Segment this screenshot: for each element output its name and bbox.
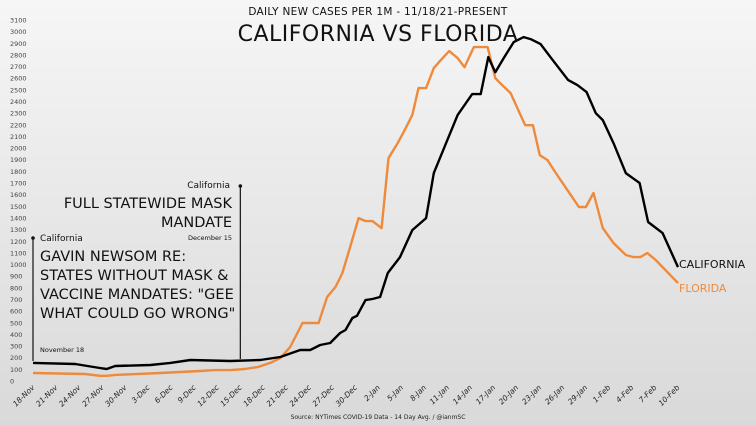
y-tick-label: 2800 xyxy=(10,51,27,59)
y-tick-label: 2700 xyxy=(10,63,27,71)
x-tick-label: 18-Dec xyxy=(241,382,267,408)
x-tick-label: 4-Feb xyxy=(614,383,636,405)
y-tick-label: 700 xyxy=(10,296,22,304)
x-tick-label: 15-Dec xyxy=(218,382,244,408)
chart-title: CALIFORNIA VS FLORIDA xyxy=(237,22,519,47)
y-tick-label: 3000 xyxy=(10,28,27,36)
x-tick-label: 29-Jan xyxy=(566,383,589,406)
y-tick-label: 100 xyxy=(10,366,22,374)
series-line-california xyxy=(32,35,680,371)
annotation-marker xyxy=(31,236,35,240)
x-tick-label: 26-Jan xyxy=(543,383,566,406)
y-tick-label: 2000 xyxy=(10,145,27,153)
x-tick-label: 30-Dec xyxy=(334,382,360,408)
annotation-1-date: November 18 xyxy=(40,346,85,354)
x-tick-label: 20-Jan xyxy=(497,383,520,406)
y-tick-label: 200 xyxy=(10,354,22,362)
y-tick-label: 800 xyxy=(10,284,22,292)
y-tick-label: 2900 xyxy=(10,40,27,48)
y-tick-label: 0 xyxy=(10,378,14,386)
y-tick-label: 300 xyxy=(10,343,22,351)
x-tick-label: 5-Jan xyxy=(385,383,405,403)
annotation-1-state: California xyxy=(40,234,83,244)
x-tick-label: 17-Jan xyxy=(474,383,497,406)
y-tick-label: 1600 xyxy=(10,191,27,199)
chart-subtitle: DAILY NEW CASES PER 1M - 11/18/21-PRESEN… xyxy=(248,6,508,18)
annotation-marker xyxy=(238,184,243,188)
source-note: Source: NYTimes COVID-19 Data - 14 Day A… xyxy=(290,414,466,421)
x-tick-label: 27-Dec xyxy=(311,382,337,408)
y-tick-label: 1800 xyxy=(10,168,27,176)
series-label-florida: FLORIDA xyxy=(679,282,727,295)
x-tick-label: 12-Dec xyxy=(195,382,221,408)
y-tick-label: 500 xyxy=(10,319,22,327)
y-tick-label: 1900 xyxy=(10,156,27,164)
x-tick-label: 23-Jan xyxy=(520,383,543,406)
series-line-florida xyxy=(32,45,679,377)
y-tick-label: 1200 xyxy=(10,238,27,246)
x-tick-label: 21-Nov xyxy=(34,383,60,409)
x-tick-label: 2-Jan xyxy=(362,383,382,403)
y-tick-label: 1300 xyxy=(10,226,27,234)
x-tick-label: 21-Dec xyxy=(265,382,291,408)
x-tick-label: 1-Feb xyxy=(591,383,613,405)
x-tick-label: 24-Nov xyxy=(57,383,83,409)
y-tick-label: 1000 xyxy=(10,261,27,269)
y-tick-label: 2400 xyxy=(10,98,27,106)
x-tick-label: 10-Feb xyxy=(657,383,682,408)
x-tick-label: 18-Nov xyxy=(11,383,37,409)
y-tick-label: 2200 xyxy=(10,121,27,129)
annotation-2-date: December 15 xyxy=(187,234,232,242)
annotation-2-text: FULL STATEWIDE MASK MANDATE xyxy=(63,196,232,231)
y-tick-label: 1400 xyxy=(10,214,27,222)
y-tick-label: 1500 xyxy=(10,203,27,211)
x-tick-label: 7-Feb xyxy=(637,383,659,405)
x-tick-label: 24-Dec xyxy=(288,382,314,408)
series-label-california: CALIFORNIA xyxy=(679,258,746,271)
x-tick-label: 30-Nov xyxy=(103,383,129,409)
y-tick-label: 2500 xyxy=(10,86,27,94)
x-tick-label: 3-Dec xyxy=(130,382,153,405)
y-tick-label: 2600 xyxy=(10,75,27,83)
x-tick-label: 8-Jan xyxy=(408,383,428,403)
y-tick-label: 1700 xyxy=(10,180,27,188)
y-tick-label: 1100 xyxy=(10,249,27,257)
y-tick-label: 3100 xyxy=(10,17,27,25)
x-tick-label: 11-Jan xyxy=(428,383,451,406)
x-tick-label: 6-Dec xyxy=(153,382,176,405)
y-tick-label: 900 xyxy=(10,273,22,281)
x-tick-label: 14-Jan xyxy=(451,383,474,406)
annotation-1-text: GAVIN NEWSOM RE: STATES WITHOUT MASK & V… xyxy=(40,249,236,322)
y-tick-label: 600 xyxy=(10,308,22,316)
y-tick-label: 2100 xyxy=(10,133,27,141)
y-tick-label: 400 xyxy=(10,331,22,339)
y-tick-label: 2300 xyxy=(10,110,27,118)
annotation-2-state: California xyxy=(187,181,230,191)
x-tick-label: 27-Nov xyxy=(80,383,106,409)
